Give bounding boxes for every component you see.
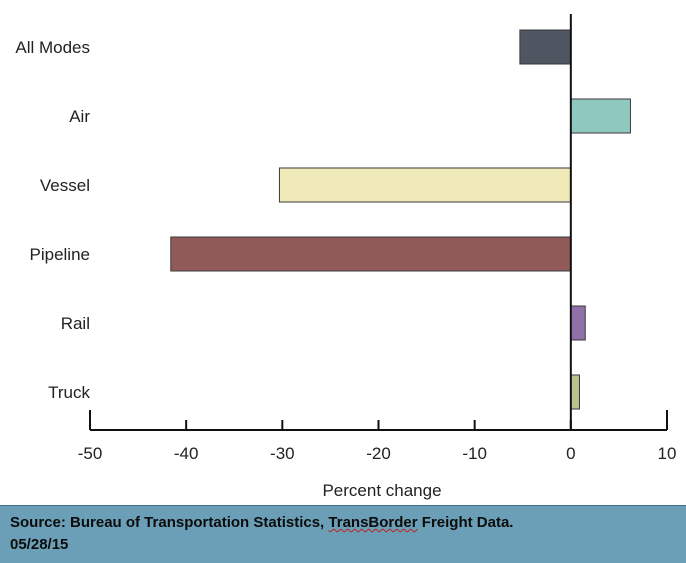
source-suffix: Freight Data. xyxy=(417,514,514,531)
bar-all-modes xyxy=(519,29,572,65)
category-label: Rail xyxy=(61,314,90,333)
source-highlight: TransBorder xyxy=(328,514,418,531)
category-label: Air xyxy=(69,107,90,126)
bars-group xyxy=(170,29,631,410)
x-tick-label: 10 xyxy=(658,444,677,463)
category-labels: All Modes Air Vessel Pipeline Rail Truck xyxy=(15,38,90,402)
x-tick-label: -20 xyxy=(366,444,391,463)
category-label: Truck xyxy=(48,383,90,402)
x-axis-ticks: -50 -40 -30 -20 -10 0 10 xyxy=(78,410,677,463)
bar-rail xyxy=(570,305,586,341)
source-line: Source: Bureau of Transportation Statist… xyxy=(10,512,676,534)
category-label: Vessel xyxy=(40,176,90,195)
x-axis-title: Percent change xyxy=(322,481,441,500)
category-label: All Modes xyxy=(15,38,90,57)
x-tick-label: -10 xyxy=(462,444,487,463)
source-date: 05/28/15 xyxy=(10,536,69,553)
source-prefix: Source: Bureau of Transportation Statist… xyxy=(10,514,329,531)
bar-pipeline xyxy=(170,236,572,272)
x-tick-label: -50 xyxy=(78,444,103,463)
x-tick-label: 0 xyxy=(566,444,575,463)
bar-vessel xyxy=(278,167,572,203)
source-footer: Source: Bureau of Transportation Statist… xyxy=(0,505,686,563)
x-tick-label: -30 xyxy=(270,444,295,463)
category-label: Pipeline xyxy=(30,245,91,264)
bar-truck xyxy=(570,374,580,410)
bar-air xyxy=(570,98,631,134)
x-tick-label: -40 xyxy=(174,444,199,463)
